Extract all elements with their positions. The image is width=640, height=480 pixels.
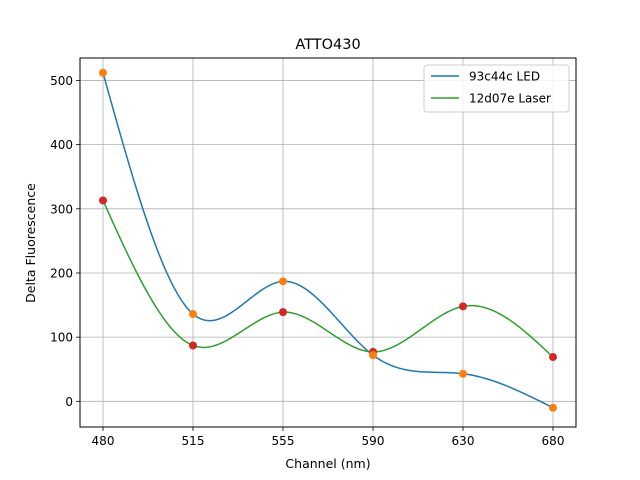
- series-line-0: [102, 72, 554, 409]
- y-tick-label: 0: [65, 395, 73, 409]
- y-tick-label: 100: [50, 331, 73, 345]
- series-line-1: [102, 200, 554, 358]
- x-tick-label: 555: [272, 434, 295, 448]
- plot-frame: [79, 57, 577, 428]
- x-axis-ticks: 480 515 555 590 630 680: [92, 427, 565, 448]
- y-axis-label: Delta Fluorescence: [23, 183, 38, 303]
- y-tick-label: 500: [50, 74, 73, 88]
- data-point-marker: [369, 351, 377, 360]
- data-point-marker: [459, 369, 467, 378]
- legend-label-led: 93c44c LED: [469, 70, 540, 84]
- y-tick-label: 300: [50, 202, 73, 216]
- x-tick-label: 480: [92, 434, 115, 448]
- grid-lines: [80, 58, 576, 427]
- legend-box: [423, 64, 570, 113]
- x-tick-label: 680: [542, 434, 565, 448]
- data-point-marker: [279, 277, 287, 286]
- y-tick-label: 400: [50, 138, 73, 152]
- data-point-marker: [549, 353, 557, 362]
- x-axis-label: Channel (nm): [285, 456, 370, 471]
- x-tick-label: 630: [452, 434, 475, 448]
- y-tick-label: 200: [50, 266, 73, 280]
- data-point-marker: [279, 308, 287, 317]
- legend-label-laser: 12d07e Laser: [469, 92, 551, 106]
- x-tick-label: 515: [182, 434, 205, 448]
- data-point-marker: [99, 196, 107, 205]
- chart-title: ATTO430: [295, 37, 360, 53]
- data-point-marker: [189, 341, 197, 350]
- data-point-marker: [549, 403, 557, 412]
- legend: 93c44c LED 12d07e Laser: [423, 64, 570, 113]
- x-tick-label: 590: [362, 434, 385, 448]
- series-curves: [102, 72, 554, 409]
- data-point-marker: [459, 302, 467, 311]
- data-point-markers: [99, 68, 557, 412]
- data-point-marker: [99, 68, 107, 77]
- data-point-marker: [189, 310, 197, 319]
- y-axis-ticks: 0 100 200 300 400 500: [50, 74, 80, 409]
